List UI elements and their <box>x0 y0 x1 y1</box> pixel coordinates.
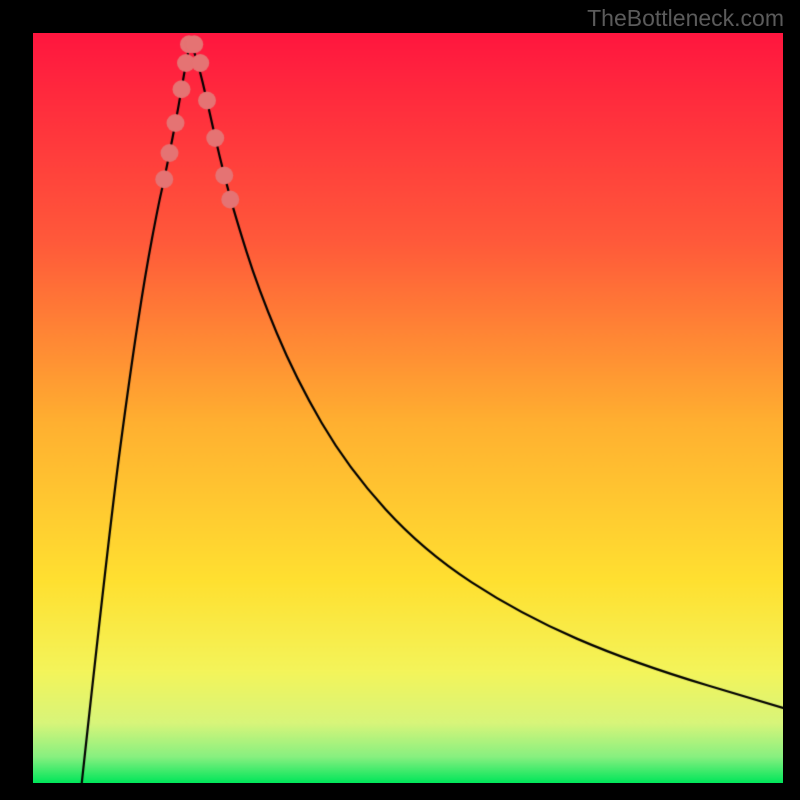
chart-root: TheBottleneck.com <box>0 0 800 800</box>
plot-area <box>33 33 783 783</box>
bottleneck-curve <box>33 33 783 783</box>
watermark-text: TheBottleneck.com <box>587 5 784 32</box>
